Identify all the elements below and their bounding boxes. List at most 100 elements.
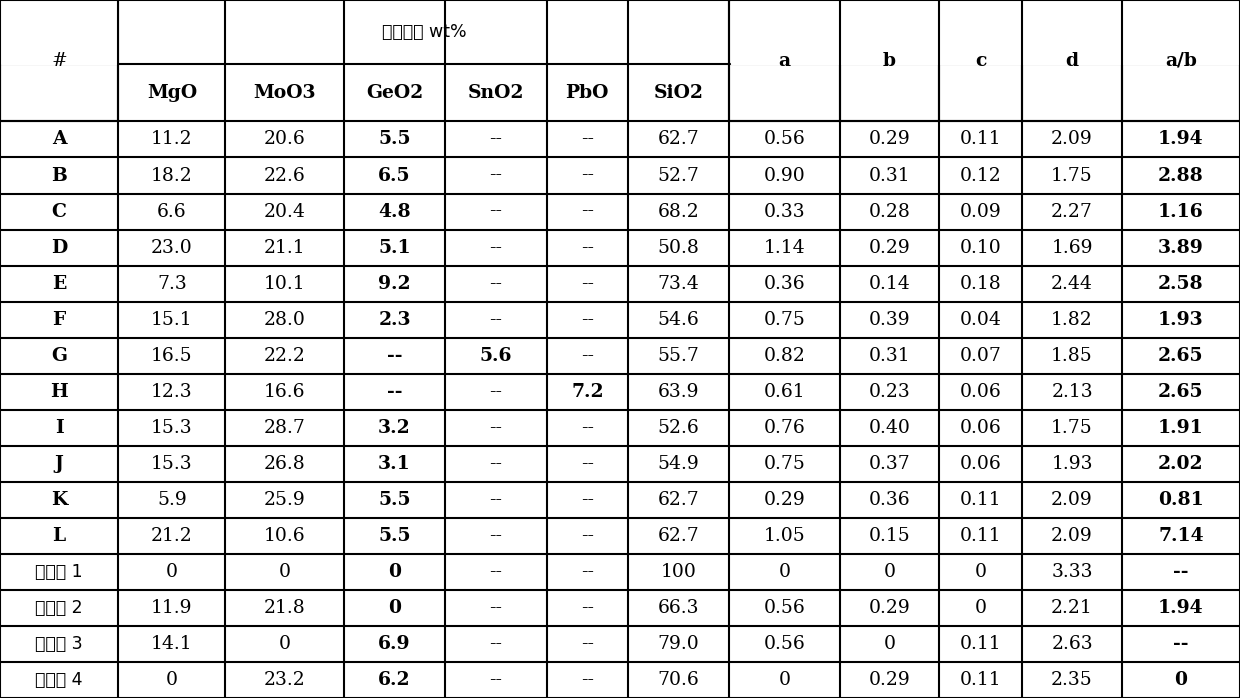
Text: 28.0: 28.0	[264, 311, 305, 329]
Text: 0.07: 0.07	[960, 347, 1002, 364]
Text: 3.2: 3.2	[378, 419, 410, 437]
Text: 4.8: 4.8	[378, 202, 410, 221]
Text: 5.5: 5.5	[378, 131, 410, 149]
Text: 15.1: 15.1	[151, 311, 192, 329]
Text: 0: 0	[975, 599, 987, 617]
Text: 0: 0	[883, 635, 895, 653]
Text: 9.2: 9.2	[378, 274, 410, 292]
Text: 0.61: 0.61	[764, 383, 806, 401]
Text: 0.10: 0.10	[960, 239, 1002, 257]
Text: 1.16: 1.16	[1158, 202, 1204, 221]
Text: 0.31: 0.31	[868, 167, 910, 184]
Text: I: I	[55, 419, 63, 437]
Text: 1.94: 1.94	[1158, 599, 1204, 617]
Text: 2.35: 2.35	[1052, 671, 1092, 689]
Text: --: --	[580, 671, 594, 689]
Text: 50.8: 50.8	[657, 239, 699, 257]
Text: 79.0: 79.0	[657, 635, 699, 653]
Text: 6.6: 6.6	[157, 202, 187, 221]
Text: 2.63: 2.63	[1052, 635, 1092, 653]
Text: 16.5: 16.5	[151, 347, 192, 364]
Text: 3.33: 3.33	[1052, 563, 1092, 581]
Text: #: #	[51, 52, 67, 70]
Text: 0.56: 0.56	[764, 131, 806, 149]
Text: 0.29: 0.29	[868, 599, 910, 617]
Text: --: --	[490, 671, 502, 689]
Text: 26.8: 26.8	[264, 455, 305, 473]
Text: 载体组成 wt%: 载体组成 wt%	[382, 23, 466, 41]
Text: 0: 0	[279, 635, 290, 653]
Text: --: --	[580, 347, 594, 364]
Text: 0.11: 0.11	[960, 491, 1002, 509]
Text: 14.1: 14.1	[151, 635, 192, 653]
Text: 2.88: 2.88	[1158, 167, 1204, 184]
Text: 70.6: 70.6	[657, 671, 699, 689]
Text: 对比例 2: 对比例 2	[36, 599, 83, 617]
Text: 1.85: 1.85	[1052, 347, 1092, 364]
Text: 5.1: 5.1	[378, 239, 410, 257]
Text: 0.56: 0.56	[764, 599, 806, 617]
Text: C: C	[52, 202, 67, 221]
Text: 2.21: 2.21	[1052, 599, 1092, 617]
Text: --: --	[580, 274, 594, 292]
Text: 6.2: 6.2	[378, 671, 410, 689]
Text: 21.8: 21.8	[264, 599, 305, 617]
Text: SiO2: SiO2	[653, 84, 703, 102]
Text: D: D	[51, 239, 67, 257]
Text: --: --	[490, 419, 502, 437]
Text: --: --	[580, 131, 594, 149]
Text: 7.3: 7.3	[157, 274, 187, 292]
Text: 2.3: 2.3	[378, 311, 410, 329]
Text: 0.76: 0.76	[764, 419, 806, 437]
Text: L: L	[52, 527, 66, 545]
Text: --: --	[580, 239, 594, 257]
Text: 对比例 1: 对比例 1	[36, 563, 83, 581]
Text: G: G	[51, 347, 67, 364]
Text: 5.5: 5.5	[378, 491, 410, 509]
Text: 0: 0	[779, 671, 791, 689]
Text: 2.09: 2.09	[1052, 131, 1092, 149]
Text: 23.2: 23.2	[264, 671, 305, 689]
Text: --: --	[490, 455, 502, 473]
Text: 0.06: 0.06	[960, 383, 1002, 401]
Text: 0.11: 0.11	[960, 527, 1002, 545]
Text: 对比例 3: 对比例 3	[36, 635, 83, 653]
Text: 0.29: 0.29	[868, 671, 910, 689]
Text: 28.7: 28.7	[264, 419, 305, 437]
Text: 0: 0	[166, 671, 177, 689]
Text: 0.06: 0.06	[960, 455, 1002, 473]
Text: --: --	[580, 599, 594, 617]
Text: 0.82: 0.82	[764, 347, 806, 364]
Text: 7.2: 7.2	[572, 383, 604, 401]
Bar	[1, 0, 117, 64]
Text: --: --	[1173, 635, 1189, 653]
Text: 62.7: 62.7	[657, 491, 699, 509]
Text: 73.4: 73.4	[657, 274, 699, 292]
Text: 0: 0	[166, 563, 177, 581]
Text: 0.31: 0.31	[868, 347, 910, 364]
Text: 0.29: 0.29	[764, 491, 806, 509]
Text: --: --	[490, 274, 502, 292]
Text: 21.2: 21.2	[151, 527, 192, 545]
Text: --: --	[580, 202, 594, 221]
Text: 0: 0	[883, 563, 895, 581]
Text: 10.6: 10.6	[264, 527, 305, 545]
Text: 0.81: 0.81	[1158, 491, 1204, 509]
Text: 12.3: 12.3	[151, 383, 192, 401]
Text: 22.6: 22.6	[264, 167, 305, 184]
Text: 21.1: 21.1	[264, 239, 305, 257]
Text: 0: 0	[388, 599, 401, 617]
Text: 1.93: 1.93	[1052, 455, 1092, 473]
Text: 0.75: 0.75	[764, 455, 806, 473]
Text: 0.29: 0.29	[868, 131, 910, 149]
Text: 0: 0	[279, 563, 290, 581]
Text: 2.44: 2.44	[1052, 274, 1092, 292]
Text: 0.15: 0.15	[868, 527, 910, 545]
Text: 1.94: 1.94	[1158, 131, 1204, 149]
Text: B: B	[51, 167, 67, 184]
Text: 3.1: 3.1	[378, 455, 410, 473]
Text: 11.2: 11.2	[151, 131, 192, 149]
Text: --: --	[580, 527, 594, 545]
Text: MoO3: MoO3	[253, 84, 316, 102]
Text: A: A	[52, 131, 67, 149]
